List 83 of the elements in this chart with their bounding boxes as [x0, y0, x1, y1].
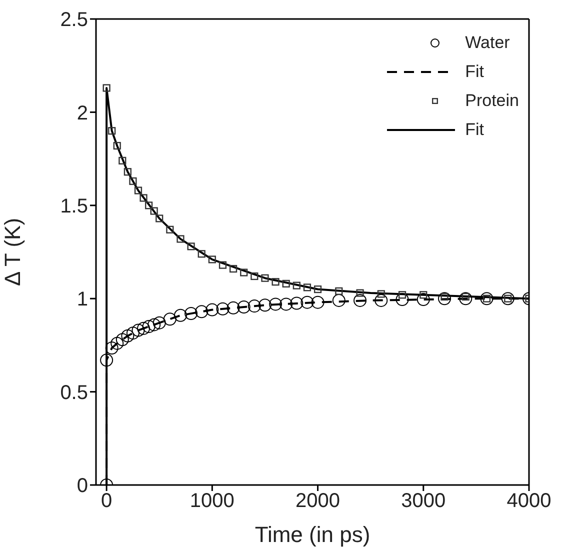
point	[208, 256, 216, 264]
point	[187, 242, 195, 250]
point	[300, 296, 314, 309]
point	[303, 284, 312, 292]
point	[216, 302, 230, 316]
point	[420, 291, 428, 299]
point	[134, 186, 142, 194]
point	[314, 285, 322, 294]
point	[237, 300, 250, 314]
point	[459, 292, 472, 306]
x-tick-label: 0	[101, 490, 112, 512]
point	[121, 329, 134, 342]
point	[198, 250, 206, 258]
point	[354, 294, 367, 307]
point	[137, 322, 150, 335]
point	[176, 235, 184, 243]
point	[250, 272, 258, 280]
point	[226, 301, 240, 314]
legend-label: Water	[465, 32, 510, 52]
x-tick-label: 4000	[506, 490, 552, 512]
legend-label: Fit	[465, 62, 484, 82]
point	[261, 274, 269, 282]
point	[152, 316, 166, 330]
y-axis-title: Δ T (K)	[0, 218, 25, 286]
legend-label: Fit	[465, 120, 484, 140]
point	[258, 298, 272, 312]
point	[292, 282, 300, 290]
point	[129, 177, 137, 185]
y-tick-label: 2	[76, 102, 88, 124]
point	[272, 278, 280, 286]
point	[416, 293, 430, 306]
point	[398, 291, 406, 299]
x-axis-title: Time (in ps)	[254, 522, 370, 547]
x-tick-label: 2000	[296, 490, 340, 512]
point	[240, 268, 248, 276]
point	[335, 287, 343, 295]
y-tick-label: 0	[76, 475, 88, 498]
point	[150, 207, 158, 215]
point	[142, 320, 156, 334]
point	[356, 289, 364, 297]
point	[218, 261, 227, 269]
point	[156, 214, 164, 222]
point	[116, 333, 129, 346]
legend-label: Protein	[465, 90, 519, 110]
point	[195, 305, 208, 318]
point	[100, 354, 114, 367]
point	[290, 296, 304, 310]
point	[124, 168, 132, 176]
point	[174, 308, 187, 322]
y-tick-label: 1.5	[60, 196, 88, 218]
point	[374, 294, 388, 307]
point	[438, 292, 452, 306]
point	[377, 290, 385, 298]
point	[140, 194, 148, 202]
point	[118, 156, 126, 164]
point	[206, 303, 219, 316]
point	[132, 324, 145, 337]
point	[280, 298, 293, 311]
x-tick-label: 3000	[401, 490, 446, 512]
point	[102, 84, 110, 92]
point	[148, 318, 161, 332]
x-tick-label: 1000	[190, 490, 234, 512]
point	[311, 296, 324, 309]
y-tick-label: 2.5	[60, 9, 88, 32]
point	[105, 341, 118, 354]
point	[163, 312, 176, 326]
point	[480, 292, 494, 306]
point	[126, 326, 140, 340]
y-tick-label: 0.5	[60, 382, 88, 404]
point	[248, 300, 261, 313]
y-tick-label: 1	[76, 288, 88, 311]
point	[229, 264, 238, 273]
point	[113, 142, 121, 150]
point	[332, 294, 346, 307]
point	[110, 336, 124, 350]
point	[282, 280, 290, 288]
point	[184, 307, 198, 320]
point	[166, 226, 174, 234]
point	[501, 292, 514, 306]
point	[396, 293, 409, 306]
point	[108, 127, 116, 135]
point	[269, 298, 282, 311]
point	[145, 202, 153, 210]
